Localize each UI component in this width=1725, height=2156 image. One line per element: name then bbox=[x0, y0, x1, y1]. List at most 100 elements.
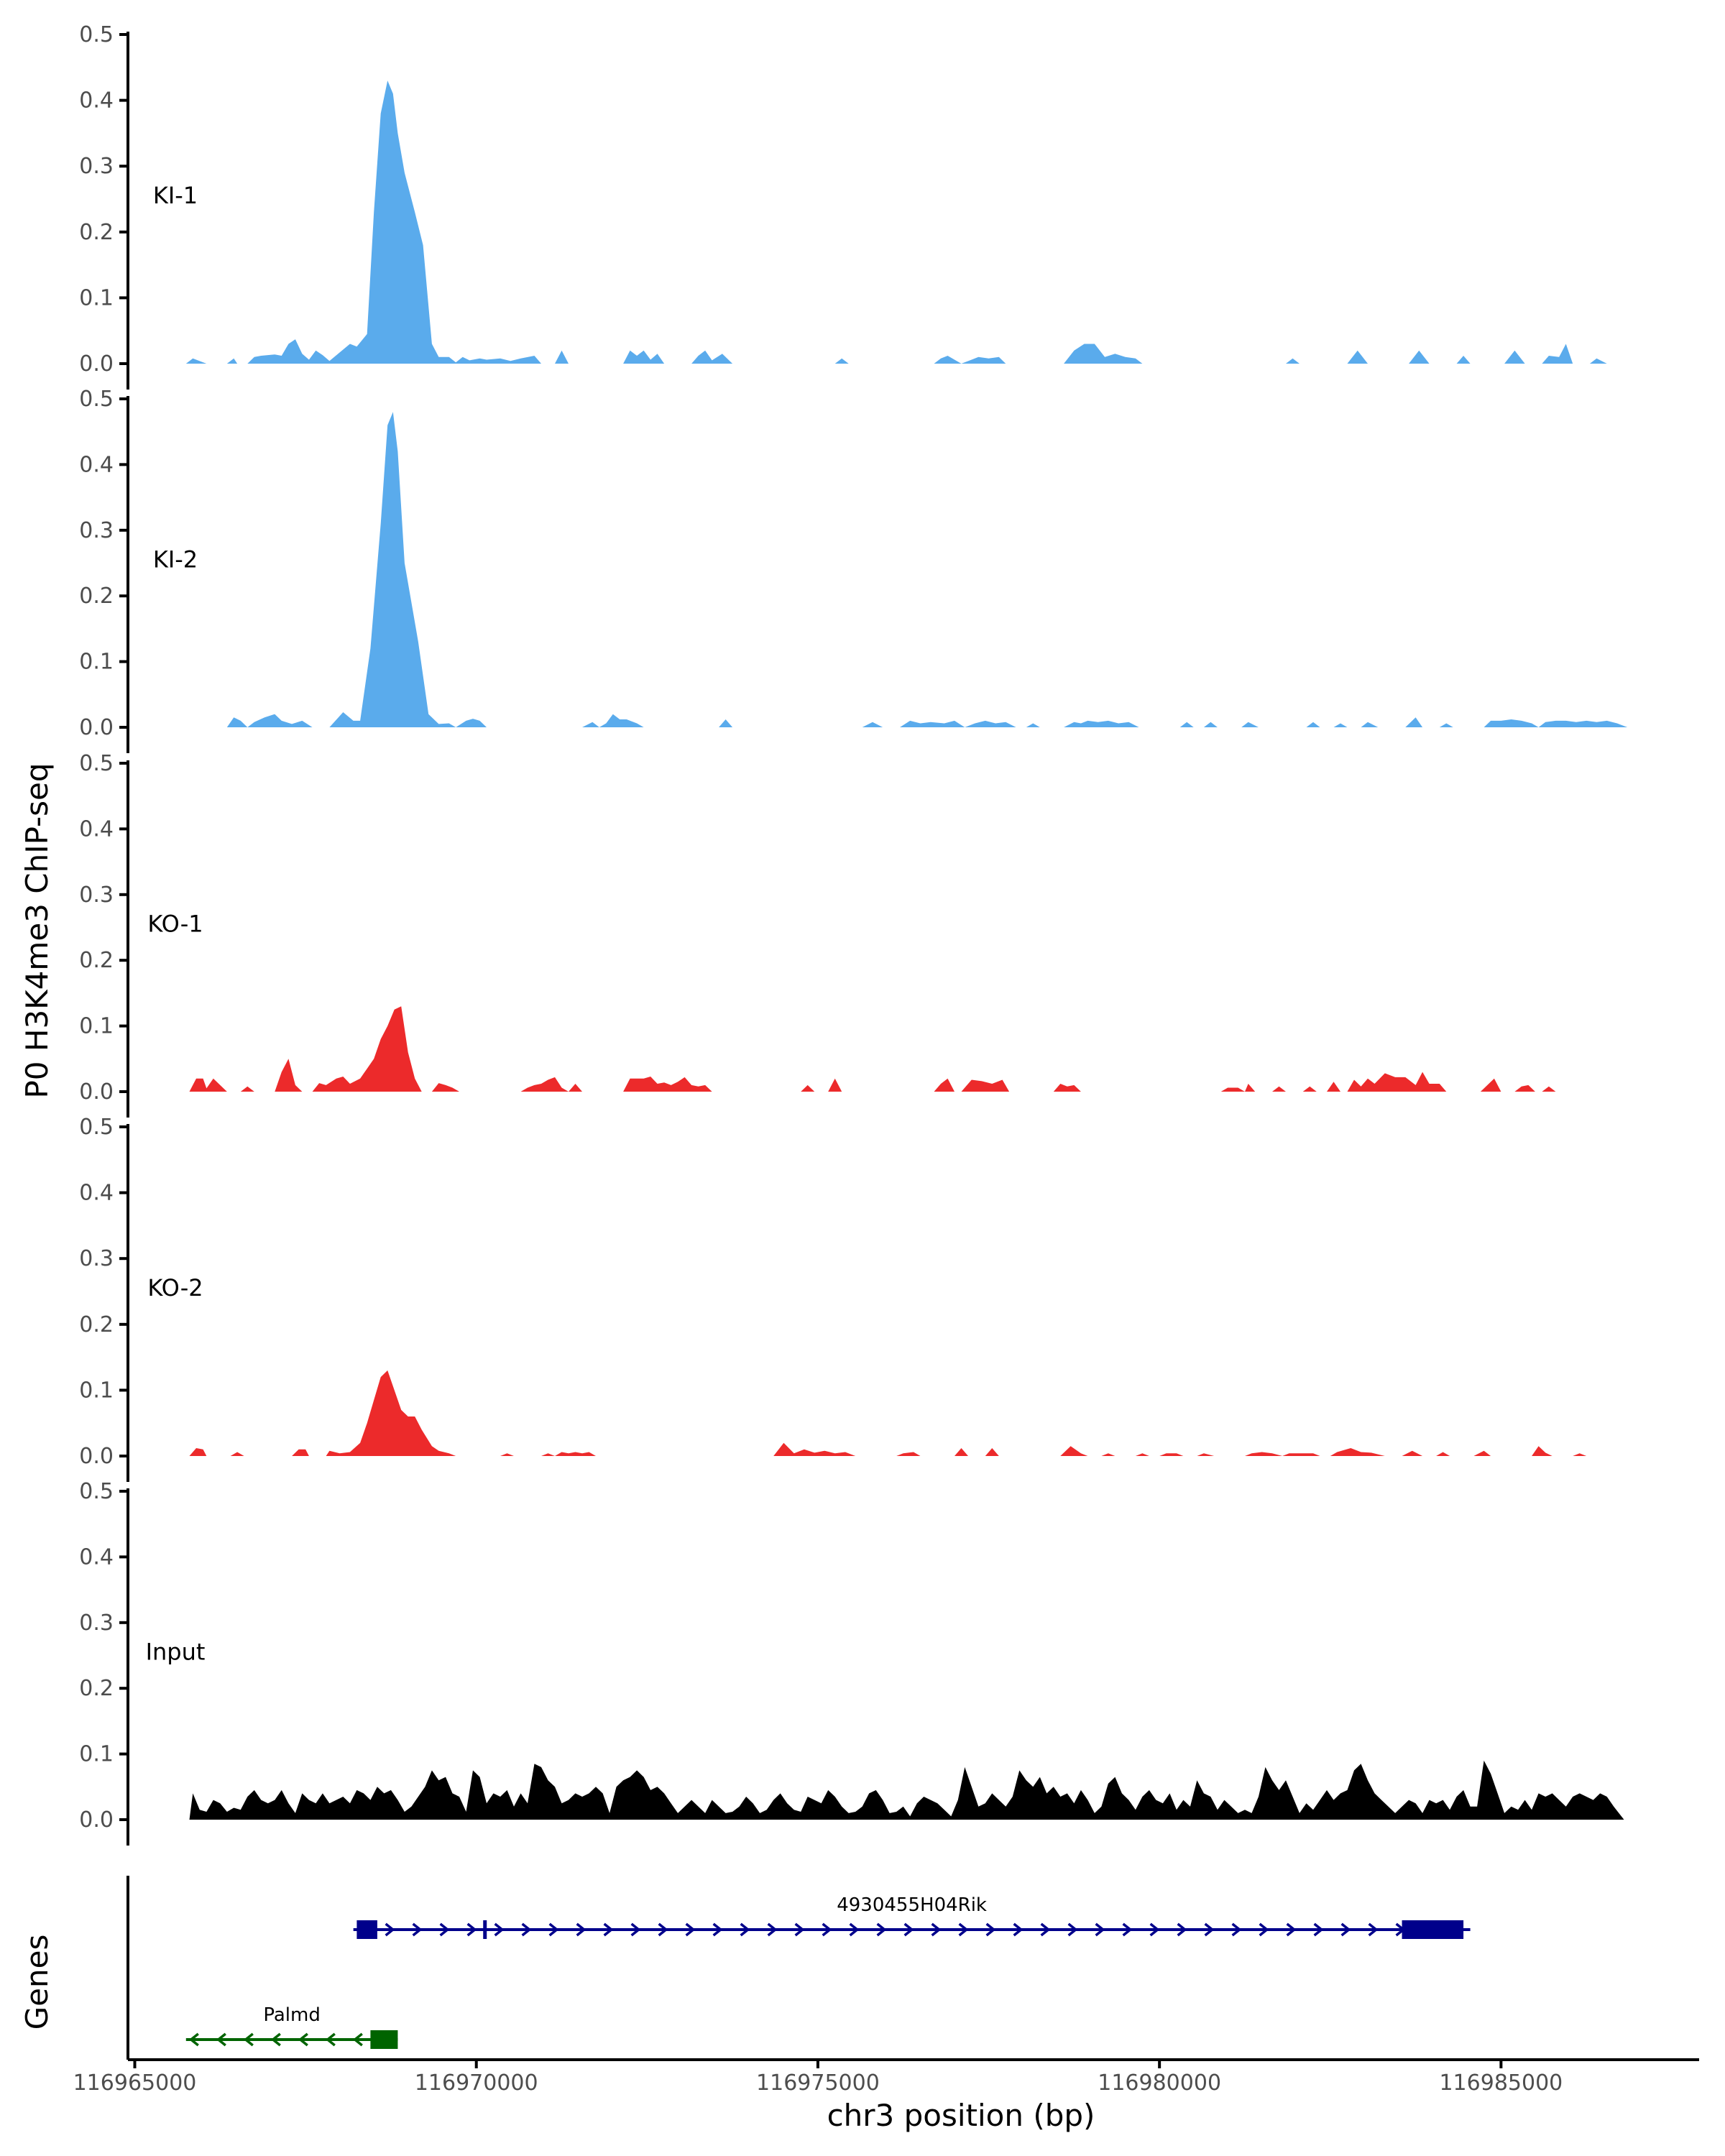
strand-arrow-icon bbox=[1368, 1922, 1379, 1937]
x-tick-label: 116980000 bbox=[1098, 2070, 1221, 2096]
strand-arrow-icon bbox=[658, 1922, 668, 1937]
gene-4930455h04rik: 4930455H04Rik bbox=[353, 1894, 1471, 1939]
strand-arrow-icon bbox=[1013, 1922, 1024, 1937]
y-tick-label: 0.2 bbox=[79, 584, 114, 609]
y-tick-label: 0.3 bbox=[79, 1611, 114, 1636]
gene-exon bbox=[483, 1920, 487, 1939]
x-tick-label: 116985000 bbox=[1439, 2070, 1563, 2096]
strand-arrow-icon bbox=[1095, 1922, 1105, 1937]
genes-panel: 4930455H04Rik Palmd bbox=[126, 1876, 1471, 2060]
strand-arrow-icon bbox=[1286, 1922, 1297, 1937]
gene-palmd: Palmd bbox=[185, 2004, 398, 2049]
track-input: 0.0 0.1 0.2 0.3 0.4 0.5 Input bbox=[79, 1479, 1624, 1846]
strand-arrow-icon bbox=[439, 1922, 450, 1937]
strand-arrow-icon bbox=[576, 1922, 586, 1937]
strand-arrow-icon bbox=[466, 1922, 477, 1937]
track-label: KI-1 bbox=[153, 182, 198, 209]
gene-exon bbox=[370, 2030, 398, 2049]
strand-arrow-icon bbox=[876, 1922, 887, 1937]
signal-area bbox=[189, 1370, 1587, 1456]
y-tick-label: 0.1 bbox=[79, 1742, 114, 1767]
strand-arrow-icon bbox=[958, 1922, 969, 1937]
track-label: KO-2 bbox=[147, 1274, 203, 1302]
y-tick-label: 0.4 bbox=[79, 1181, 114, 1206]
track-label: KI-2 bbox=[153, 546, 198, 573]
y-tick-label: 0.5 bbox=[79, 1115, 114, 1140]
strand-arrow-icon bbox=[1340, 1922, 1351, 1937]
y-tick-label: 0.5 bbox=[79, 387, 114, 412]
y-tick-label: 0.0 bbox=[79, 1444, 114, 1469]
y-tick-label: 0.0 bbox=[79, 715, 114, 740]
gene-exon bbox=[1402, 1920, 1464, 1939]
y-tick-label: 0.0 bbox=[79, 1807, 114, 1833]
y-tick-label: 0.2 bbox=[79, 948, 114, 973]
strand-arrow-icon bbox=[188, 2032, 199, 2047]
strand-arrow-icon bbox=[521, 1922, 532, 1937]
strand-arrow-icon bbox=[603, 1922, 614, 1937]
y-tick-label: 0.2 bbox=[79, 220, 114, 245]
strand-arrow-icon bbox=[712, 1922, 723, 1937]
strand-arrow-icon bbox=[767, 1922, 778, 1937]
genes-panel-title: Genes bbox=[19, 1935, 55, 2030]
strand-arrow-icon bbox=[216, 2032, 226, 2047]
y-tick-label: 0.3 bbox=[79, 1246, 114, 1271]
y-tick-label: 0.0 bbox=[79, 1079, 114, 1105]
signal-area bbox=[189, 1760, 1624, 1820]
strand-arrow-icon bbox=[822, 1922, 832, 1937]
signal-tracks: 0.0 0.1 0.2 0.3 0.4 0.5 KI-1 0.0 0.1 0.2 0.3 0.4 0.5… bbox=[79, 22, 1628, 1846]
signal-area bbox=[226, 412, 1628, 727]
y-tick-label: 0.2 bbox=[79, 1312, 114, 1337]
strand-arrow-icon bbox=[298, 2032, 308, 2047]
strand-arrow-icon bbox=[903, 1922, 914, 1937]
strand-arrow-icon bbox=[1313, 1922, 1324, 1937]
y-axis-title: P0 H3K4me3 ChIP-seq bbox=[19, 763, 55, 1098]
track-ki-1: 0.0 0.1 0.2 0.3 0.4 0.5 KI-1 bbox=[79, 22, 1607, 390]
y-tick-label: 0.5 bbox=[79, 751, 114, 776]
y-tick-label: 0.4 bbox=[79, 88, 114, 114]
track-label: Input bbox=[146, 1639, 206, 1666]
y-tick-label: 0.3 bbox=[79, 154, 114, 179]
gene-exon bbox=[356, 1920, 377, 1939]
signal-area bbox=[185, 80, 1607, 364]
strand-arrow-icon bbox=[1040, 1922, 1051, 1937]
strand-arrow-icon bbox=[1231, 1922, 1242, 1937]
y-tick-label: 0.4 bbox=[79, 452, 114, 477]
strand-arrow-icon bbox=[243, 2032, 254, 2047]
y-tick-label: 0.1 bbox=[79, 650, 114, 675]
gene-name-label: Palmd bbox=[263, 2004, 321, 2026]
strand-arrow-icon bbox=[849, 1922, 860, 1937]
strand-arrow-icon bbox=[1204, 1922, 1215, 1937]
strand-arrow-icon bbox=[412, 1922, 423, 1937]
track-ko-2: 0.0 0.1 0.2 0.3 0.4 0.5 KO-2 bbox=[79, 1115, 1587, 1482]
x-tick-label: 116965000 bbox=[73, 2070, 197, 2096]
y-tick-label: 0.5 bbox=[79, 22, 114, 47]
y-tick-label: 0.1 bbox=[79, 1378, 114, 1403]
strand-arrow-icon bbox=[985, 1922, 996, 1937]
strand-arrow-icon bbox=[494, 1922, 505, 1937]
track-ko-1: 0.0 0.1 0.2 0.3 0.4 0.5 KO-1 bbox=[79, 751, 1556, 1118]
strand-arrow-icon bbox=[385, 1922, 395, 1937]
strand-arrow-icon bbox=[325, 2032, 336, 2047]
strand-arrow-icon bbox=[630, 1922, 641, 1937]
y-tick-label: 0.1 bbox=[79, 1014, 114, 1039]
y-tick-label: 0.4 bbox=[79, 816, 114, 842]
strand-arrow-icon bbox=[1122, 1922, 1133, 1937]
strand-arrow-icon bbox=[548, 1922, 559, 1937]
strand-arrow-icon bbox=[352, 2032, 363, 2047]
strand-arrow-icon bbox=[794, 1922, 805, 1937]
x-tick-label: 116970000 bbox=[415, 2070, 538, 2096]
y-tick-label: 0.5 bbox=[79, 1479, 114, 1504]
y-tick-label: 0.4 bbox=[79, 1544, 114, 1570]
track-ki-2: 0.0 0.1 0.2 0.3 0.4 0.5 KI-2 bbox=[79, 387, 1628, 753]
strand-arrow-icon bbox=[1067, 1922, 1078, 1937]
y-tick-label: 0.1 bbox=[79, 285, 114, 310]
x-tick-label: 116975000 bbox=[756, 2070, 880, 2096]
gene-name-label: 4930455H04Rik bbox=[837, 1894, 987, 1916]
strand-arrow-icon bbox=[270, 2032, 281, 2047]
strand-arrow-icon bbox=[931, 1922, 942, 1937]
y-tick-label: 0.2 bbox=[79, 1676, 114, 1701]
y-tick-label: 0.0 bbox=[79, 351, 114, 377]
signal-area bbox=[189, 1006, 1556, 1092]
x-axis-title: chr3 position (bp) bbox=[827, 2098, 1095, 2133]
